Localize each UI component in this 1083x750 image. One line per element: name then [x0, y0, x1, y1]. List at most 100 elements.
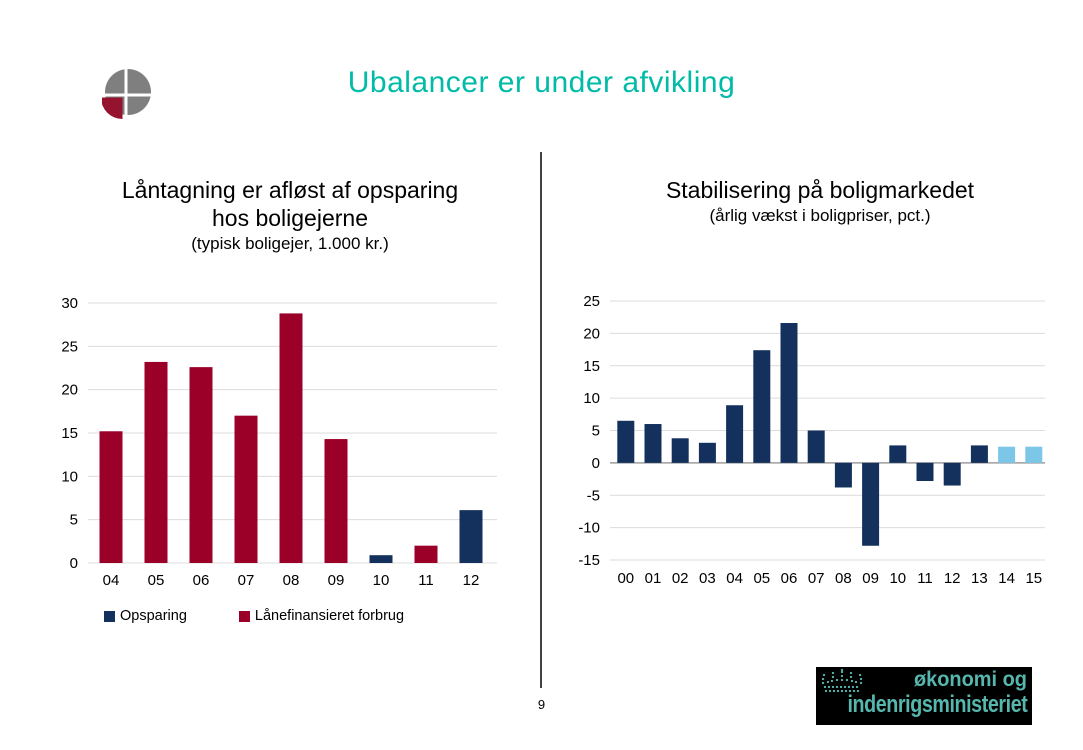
x-tick-label: 00	[617, 570, 634, 587]
left-chart-title-line2: hos boligejerne	[211, 205, 368, 232]
crown-dot	[835, 685, 839, 689]
y-tick-label: 15	[583, 358, 600, 375]
bar-00	[617, 420, 635, 463]
y-tick-label: 25	[583, 293, 600, 310]
crown-dot	[851, 685, 855, 689]
bar-10	[369, 555, 393, 563]
y-tick-label: 20	[583, 325, 600, 342]
crown-dot	[856, 689, 860, 693]
legend-item-opsparing: Opsparing	[104, 608, 187, 624]
crown-dot	[823, 685, 827, 689]
right-chart-title-block: Stabilisering på boligmarkedet (årlig væ…	[600, 176, 1040, 227]
crown-dot	[835, 678, 839, 682]
crown-dot	[822, 673, 826, 677]
bar-06	[780, 323, 798, 463]
crown-dot	[832, 689, 836, 693]
y-tick-label: 0	[70, 555, 78, 572]
ministry-mark-icon	[102, 67, 153, 119]
crown-dot	[854, 680, 858, 684]
x-tick-label: 09	[862, 570, 879, 587]
legend-label: Opsparing	[120, 608, 187, 624]
x-tick-label: 15	[1025, 570, 1042, 587]
x-tick-label: 08	[283, 572, 300, 589]
bar-01	[644, 424, 662, 463]
crown-dot	[840, 668, 844, 672]
bar-03	[698, 442, 716, 463]
ministry-logo-line1: økonomi og	[913, 668, 1027, 691]
legend-swatch-red	[238, 610, 250, 622]
crown-dot	[844, 689, 848, 693]
x-tick-label: 14	[998, 570, 1015, 587]
y-tick-label: 10	[583, 390, 600, 407]
bar-12	[459, 510, 483, 563]
crown-dot	[831, 685, 835, 689]
crown-dot	[858, 673, 862, 677]
crown-dot	[830, 679, 834, 683]
crown-dot	[847, 685, 851, 689]
bar-09	[862, 462, 880, 546]
bar-15	[1025, 446, 1043, 463]
x-tick-label: 12	[463, 572, 480, 589]
y-tick-label: 20	[61, 382, 78, 399]
crown-dot	[839, 685, 843, 689]
bar-11	[414, 545, 438, 563]
crown-dot	[859, 677, 863, 681]
crown-icon	[821, 668, 863, 693]
y-tick-label: -5	[587, 487, 600, 504]
crown-dot	[843, 685, 847, 689]
bar-04	[726, 405, 744, 463]
left-chart-title-block: Låntagning er afløst af opsparing hos bo…	[58, 176, 522, 255]
crown-dot	[828, 689, 832, 693]
crown-dot	[849, 675, 853, 679]
left-chart-subtitle: (typisk boligejer, 1.000 kr.)	[191, 234, 389, 254]
crown-dot	[836, 689, 840, 693]
x-tick-label: 07	[808, 570, 825, 587]
bar-10	[889, 445, 907, 463]
legend-swatch-navy	[104, 610, 115, 622]
bar-05	[144, 361, 168, 563]
x-tick-label: 13	[971, 570, 988, 587]
crown-dot	[821, 681, 825, 685]
bar-08	[834, 462, 852, 488]
x-tick-label: 10	[373, 572, 390, 589]
crown-dot	[831, 675, 835, 679]
bar-05	[753, 350, 771, 463]
crown-dot	[840, 689, 844, 693]
left-chart-title-line1: Låntagning er afløst af opsparing	[121, 177, 459, 203]
bar-08	[279, 313, 303, 563]
x-tick-label: 11	[418, 572, 434, 589]
y-tick-label: 25	[61, 338, 78, 355]
bar-13	[970, 445, 988, 463]
y-tick-label: 5	[70, 512, 78, 529]
x-tick-label: 06	[781, 570, 798, 587]
crown-dot	[840, 678, 844, 682]
x-tick-label: 03	[699, 570, 716, 587]
left-chart-legend: Opsparing Lånefinansieret forbrug	[104, 608, 504, 624]
page-number: 9	[537, 697, 546, 712]
y-tick-label: 10	[61, 468, 78, 485]
x-tick-label: 10	[889, 570, 906, 587]
crown-dot	[821, 677, 825, 681]
crown-dot	[859, 681, 863, 685]
x-tick-label: 08	[835, 570, 852, 587]
legend-item-laanefinansieret: Lånefinansieret forbrug	[238, 608, 405, 624]
y-tick-label: 5	[592, 423, 600, 440]
x-tick-label: 04	[103, 572, 120, 589]
ministry-logo: økonomi og indenrigsministeriet	[816, 667, 1032, 725]
slide-title: Ubalancer er under afvikling	[347, 66, 736, 99]
crown-dot	[850, 679, 854, 683]
legend-label: Lånefinansieret forbrug	[254, 608, 405, 624]
x-tick-label: 01	[645, 570, 662, 587]
bar-06	[189, 367, 213, 563]
crown-dot	[848, 689, 852, 693]
crown-dot	[827, 685, 831, 689]
x-tick-label: 05	[753, 570, 770, 587]
bar-14	[998, 446, 1016, 463]
x-tick-label: 07	[238, 572, 255, 589]
x-tick-label: 11	[917, 570, 933, 587]
x-tick-label: 09	[328, 572, 345, 589]
right-chart-title: Stabilisering på boligmarkedet	[665, 177, 975, 203]
x-tick-label: 02	[672, 570, 689, 587]
crown-dot	[826, 680, 830, 684]
